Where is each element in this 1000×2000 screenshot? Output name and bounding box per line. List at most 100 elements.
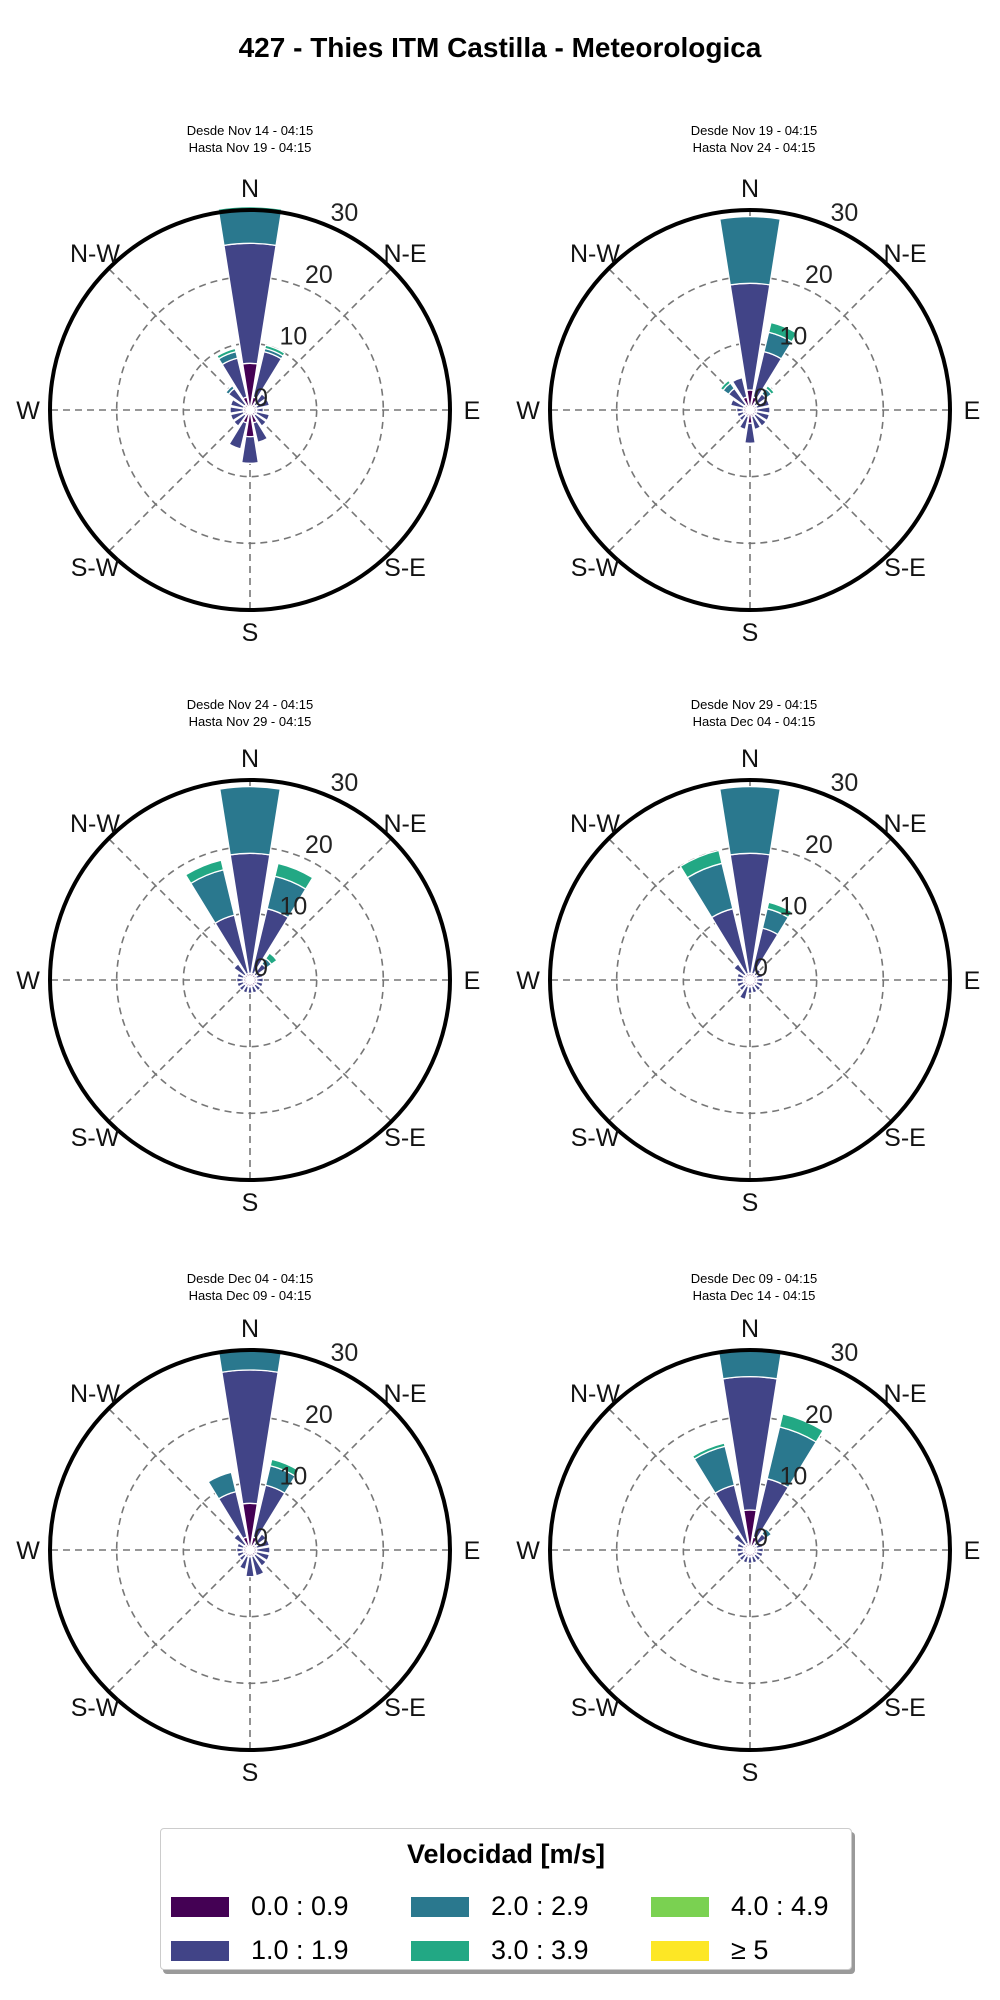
direction-label-W: W [516,1537,540,1565]
direction-label-W: W [516,397,540,425]
radial-tick-label: 0 [754,384,768,412]
grid-spoke-N-E [249,1408,392,1551]
rose-bar-135-bin-1 [253,983,262,992]
rose-bar-157.5-bin-1 [250,1554,265,1577]
rose-bar-247.5-bin-1 [736,980,746,988]
direction-label-W: W [16,1537,40,1565]
direction-label-N-W: N-W [570,810,620,838]
direction-label-S-W: S-W [571,1694,620,1722]
radial-tick-label: 30 [331,1339,359,1367]
grid-spoke-N-W [108,268,251,411]
direction-label-E: E [464,397,481,425]
legend-swatch-2 [411,1897,469,1917]
rose-bar-45-bin-1 [753,968,762,977]
panel-1-hasta: Hasta Nov 19 - 04:15 [188,140,312,155]
legend-label-3: 3.0 : 3.9 [491,1935,589,1965]
rose-bar-90-bin-1 [755,1547,764,1553]
legend-label-0: 0.0 : 0.9 [251,1891,349,1921]
radial-tick-label: 20 [805,1401,833,1429]
direction-label-N-E: N-E [383,810,426,838]
grid-spoke-S-E [249,409,392,552]
direction-label-E: E [464,1537,481,1565]
radial-tick-label: 10 [280,1462,308,1490]
outer-circle [48,778,452,1182]
rose-bar-0-bin-2 [217,209,283,247]
grid-spoke-N-W [608,268,751,411]
rose-bar-135-bin-1 [753,1553,762,1562]
grid-spoke-N-E [249,268,392,411]
rose-bar-112.5-bin-1 [754,980,764,988]
rose-bar-157.5-bin-1 [750,1554,758,1564]
rose-bar-0-bin-2 [719,216,781,286]
radial-tick-label: 30 [831,1339,859,1367]
rose-bar-0-bin-2 [717,1349,783,1380]
radial-tick-label: 20 [805,831,833,859]
panel-3-desde: Desde Nov 24 - 04:15 [186,697,314,712]
direction-label-S-E: S-E [384,1694,426,1722]
grid-spoke-N-E [749,838,892,981]
panel-2-hasta: Hasta Nov 24 - 04:15 [692,140,816,155]
legend-label-2: 2.0 : 2.9 [491,1891,589,1921]
direction-label-S: S [742,619,759,647]
direction-label-N-E: N-E [883,240,926,268]
direction-label-N: N [741,1315,759,1343]
rose-bar-45-bin-1 [253,392,268,407]
grid-spoke-S-W [108,409,251,552]
direction-label-S-W: S-W [71,1694,120,1722]
radial-tick-label: 10 [780,892,808,920]
direction-label-W: W [516,967,540,995]
direction-label-S-W: S-W [571,554,620,582]
direction-label-W: W [16,397,40,425]
rose-bar-337.5-bin-3 [184,859,225,885]
rose-bar-202.5-bin-1 [228,420,248,450]
grid-spoke-N-E [749,1408,892,1551]
rose-bar-67.5-bin-1 [254,398,271,410]
rose-bar-247.5-bin-1 [736,410,746,418]
direction-label-N-E: N-E [383,1380,426,1408]
legend-swatch-1 [171,1941,229,1961]
rose-bar-22.5-bin-3 [269,1458,300,1477]
rose-bar-0-bin-2 [219,786,281,856]
rose-bar-90-bin-1 [255,1546,271,1554]
rose-bar-202.5-bin-1 [238,1554,250,1571]
grid-spoke-S-E [749,979,892,1122]
direction-label-N-W: N-W [70,1380,120,1408]
rose-bar-22.5-bin-3 [264,344,286,357]
rose-bar-270-bin-1 [736,407,745,413]
rose-bar-247.5-bin-1 [736,1550,746,1558]
panel-2-desde: Desde Nov 19 - 04:15 [690,123,818,138]
legend-swatch-0 [171,1897,229,1917]
rose-bar-112.5-bin-1 [754,1550,764,1558]
rose-bar-292.5-bin-1 [229,398,246,410]
legend-swatch-4 [651,1897,709,1917]
direction-label-S-W: S-W [71,1124,120,1152]
rose-bar-0-bin-2 [217,1349,283,1373]
rose-bar-270-bin-1 [736,977,745,983]
rose-bar-67.5-bin-1 [754,972,764,980]
direction-label-N-W: N-W [70,810,120,838]
radial-tick-label: 0 [254,954,268,982]
rose-bar-22.5-bin-3 [274,862,314,890]
rose-bar-247.5-bin-1 [229,410,246,422]
direction-label-W: W [16,967,40,995]
panel-5-header: Desde Dec 04 - 04:15 Hasta Dec 09 - 04:1… [50,1270,450,1304]
rose-bar-337.5-bin-3 [679,849,723,879]
wind-rose-panel-3: 0 10 20 30 N N-E E S-E S S-W W N-W [16,745,480,1217]
grid-spoke-S-W [608,1549,751,1692]
rose-bar-45-bin-2 [760,1527,773,1540]
legend: Velocidad [m/s] 0.0 : 0.9 1.0 : 1.9 2.0 … [160,1828,852,1970]
rose-bar-180-bin-1 [744,422,756,444]
legend-label-5: ≥ 5 [731,1935,769,1965]
legend-label-1: 1.0 : 1.9 [251,1935,349,1965]
panel-6-desde: Desde Dec 09 - 04:15 [690,1271,818,1286]
rose-bar-22.5-bin-3 [767,321,798,343]
grid-spoke-S-W [608,979,751,1122]
rose-bar-135-bin-1 [253,1553,268,1568]
outer-circle [548,1348,952,1752]
rose-bar-180-bin-1 [245,1555,255,1578]
rose-bar-202.5-bin-1 [738,414,750,431]
radial-tick-label: 30 [331,769,359,797]
rose-bar-67.5-bin-1 [254,1538,271,1550]
grid-spoke-S-E [749,1549,892,1692]
rose-bar-45-bin-3 [764,384,776,396]
